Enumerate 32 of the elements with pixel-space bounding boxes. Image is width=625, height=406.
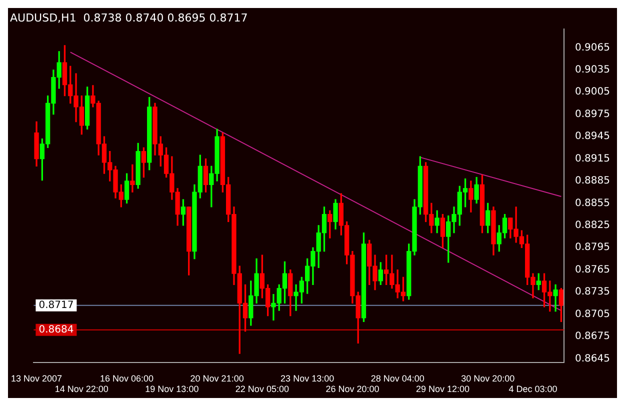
y-tick-label: 0.9035 <box>575 64 610 76</box>
y-tick-label: 0.8855 <box>575 198 610 209</box>
y-tick-label: 0.8825 <box>575 220 610 232</box>
y-tick-label: 0.8645 <box>575 353 610 364</box>
x-tick-label: 22 Nov 05:00 <box>235 384 289 394</box>
y-tick-label: 0.8915 <box>575 153 610 164</box>
candlestick <box>130 164 135 192</box>
y-tick-label: 0.8885 <box>575 176 610 187</box>
x-tick-label: 28 Nov 04:00 <box>370 373 424 384</box>
candlestick <box>553 284 558 312</box>
x-tick-label: 29 Nov 12:00 <box>416 384 470 394</box>
x-tick-label: 4 Dec 03:00 <box>508 384 558 394</box>
x-tick-label: 20 Nov 21:00 <box>190 373 244 384</box>
y-tick-label: 0.9065 <box>575 42 610 54</box>
y-tick-label: 0.8675 <box>575 331 610 342</box>
y-tick-label: 0.8735 <box>575 286 610 298</box>
x-tick-label: 13 Nov 2007 <box>11 373 62 384</box>
x-tick-label: 30 Nov 20:00 <box>461 373 515 384</box>
x-tick-label: 14 Nov 22:00 <box>54 384 108 394</box>
ref-line-label: 0.8717 <box>38 300 74 311</box>
x-tick-label: 16 Nov 06:00 <box>100 373 154 384</box>
y-tick-label: 0.8945 <box>575 131 610 142</box>
y-tick-label: 0.9005 <box>575 86 610 98</box>
x-tick-label: 26 Nov 20:00 <box>326 384 380 394</box>
x-tick-label: 23 Nov 13:00 <box>280 373 334 384</box>
y-tick-label: 0.8705 <box>575 308 610 320</box>
y-tick-label: 0.8975 <box>575 108 610 120</box>
y-tick-label: 0.8765 <box>575 264 610 276</box>
x-tick-label: 19 Nov 13:00 <box>145 384 199 394</box>
ref-line-label: 0.8684 <box>38 324 74 336</box>
y-tick-label: 0.8795 <box>575 242 610 254</box>
chart-title: AUDUSD,H1 0.8738 0.8740 0.8695 0.8717 <box>10 11 248 24</box>
